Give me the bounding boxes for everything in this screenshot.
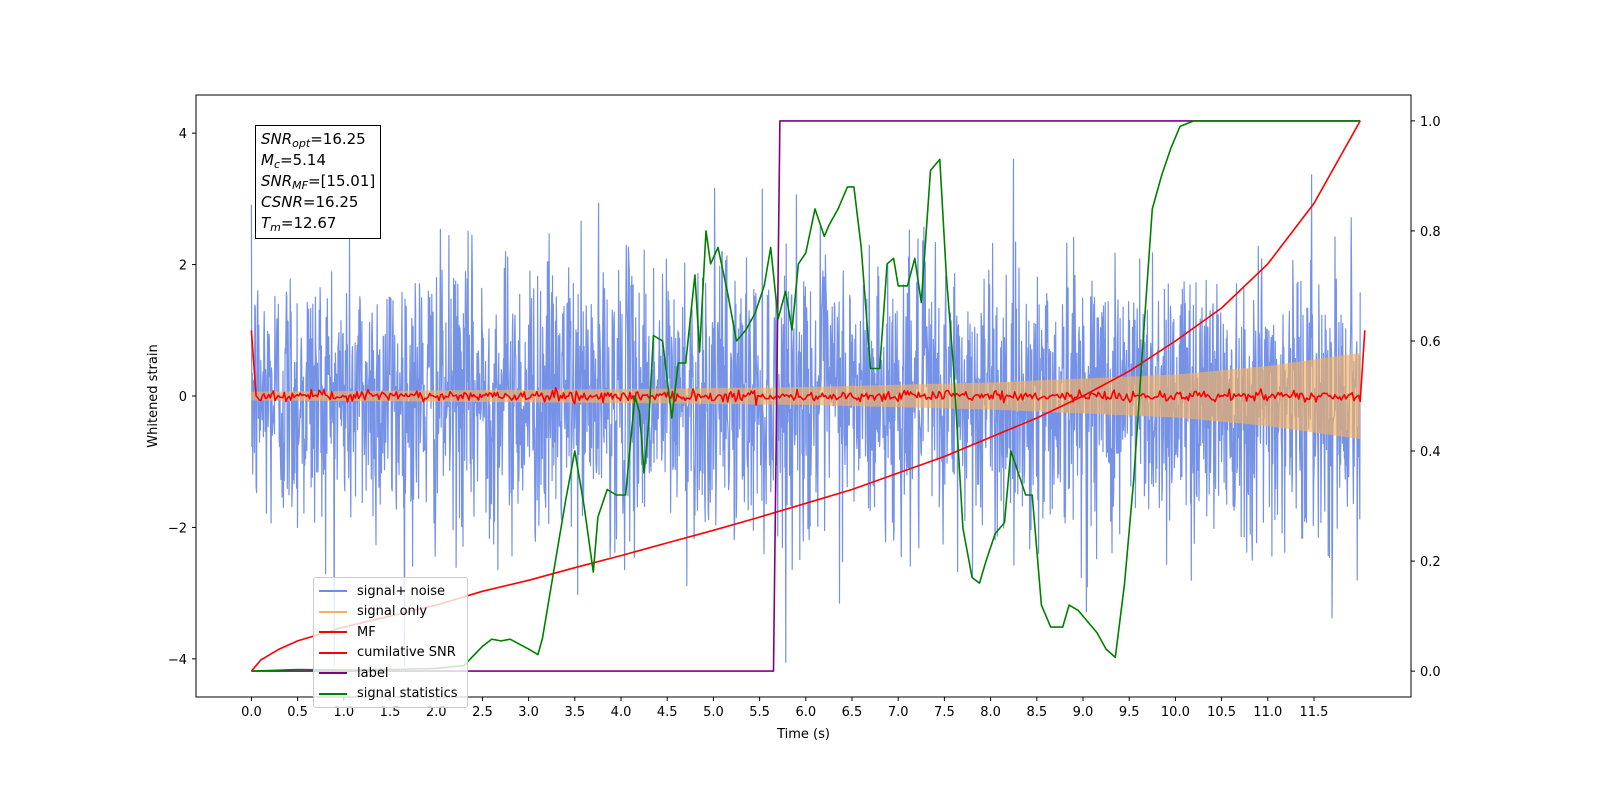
x-tick-label: 2.0 <box>426 705 447 720</box>
x-tick-label: 3.5 <box>564 705 585 720</box>
legend-label: label <box>357 665 389 681</box>
x-tick-label: 8.0 <box>980 705 1001 720</box>
series-line-signal-only <box>250 352 1361 440</box>
legend-label: signal+ noise <box>357 583 446 599</box>
legend-label: MF <box>357 624 376 640</box>
annotation-line: CSNR=16.25 <box>261 193 359 211</box>
x-tick-label: 5.0 <box>703 705 724 720</box>
legend-label: signal statistics <box>357 686 458 702</box>
y2-tick-label: 0.4 <box>1420 445 1441 460</box>
y2-tick-label: 0.8 <box>1420 225 1441 240</box>
legend-swatch <box>319 651 347 654</box>
x-axis-title: Time (s) <box>776 727 830 742</box>
x-tick-label: 9.5 <box>1119 705 1140 720</box>
legend-item-signal-noise: signal+ noise <box>314 581 467 602</box>
legend: signal+ noise signal only MF cumilative SNR… <box>313 577 468 708</box>
annotation-box: SNRopt=16.25 Mc=5.14 SNRMF=[15.01] CSNR=16.… <box>255 125 382 239</box>
x-tick-label: 10.0 <box>1161 705 1190 720</box>
y-axis-title: Whitened strain <box>146 344 161 447</box>
x-tick-label: 11.0 <box>1253 705 1282 720</box>
legend-item-mf: MF <box>314 622 467 643</box>
x-tick-label: 10.5 <box>1207 705 1236 720</box>
x-tick-label: 8.5 <box>1026 705 1047 720</box>
y2-tick-label: 0.2 <box>1420 555 1441 570</box>
series-line-mf <box>250 330 1366 406</box>
x-tick-label: 6.5 <box>842 705 863 720</box>
x-tick-label: 0.0 <box>241 705 262 720</box>
y-tick-label: 0 <box>179 390 187 405</box>
annotation-line: SNRMF=[15.01] <box>261 172 376 192</box>
annotation-line: Mc=5.14 <box>261 151 326 171</box>
legend-item-cumilative-snr: cumilative SNR <box>314 643 467 664</box>
legend-swatch <box>319 610 347 613</box>
y-tick-label: 4 <box>179 127 187 142</box>
annotation-line: Tm=12.67 <box>261 214 337 234</box>
legend-label: cumilative SNR <box>357 645 456 661</box>
y2-tick-label: 0.0 <box>1420 665 1441 680</box>
series-line-signal-statistics <box>251 120 1361 672</box>
axes: 0.0 0.5 1.0 1.5 2.0 2.5 3.0 3.5 4.0 4.5 5.0 5.5 6.0 6… <box>146 94 1441 742</box>
x-tick-label: 7.0 <box>888 705 909 720</box>
y2-tick-label: 0.6 <box>1420 335 1441 350</box>
x-tick-label: 9.0 <box>1073 705 1094 720</box>
annotation-line: SNRopt=16.25 <box>261 130 366 150</box>
x-tick-label: 1.5 <box>380 705 401 720</box>
legend-item-signal-statistics: signal statistics <box>314 684 467 705</box>
x-tick-label: 11.5 <box>1300 705 1329 720</box>
x-tick-label: 2.5 <box>472 705 493 720</box>
x-tick-label: 5.5 <box>749 705 770 720</box>
x-tick-label: 7.5 <box>934 705 955 720</box>
series-line-signal-noise <box>250 158 1361 667</box>
y-tick-label: −2 <box>168 521 187 536</box>
legend-item-label: label <box>314 663 467 684</box>
legend-swatch <box>319 672 347 675</box>
x-tick-label: 4.5 <box>657 705 678 720</box>
x-tick-label: 3.0 <box>518 705 539 720</box>
x-tick-label: 0.5 <box>287 705 308 720</box>
legend-swatch <box>319 631 347 634</box>
x-tick-label: 6.0 <box>795 705 816 720</box>
series-line-label <box>251 120 1361 672</box>
legend-label: signal only <box>357 604 428 620</box>
y-tick-label: 2 <box>179 259 187 274</box>
y-tick-label: −4 <box>168 653 187 668</box>
legend-swatch <box>319 692 347 695</box>
y2-tick-label: 1.0 <box>1420 115 1441 130</box>
legend-swatch <box>319 590 347 593</box>
x-tick-label: 4.0 <box>611 705 632 720</box>
legend-item-signal-only: signal only <box>314 602 467 623</box>
x-tick-label: 1.0 <box>333 705 354 720</box>
